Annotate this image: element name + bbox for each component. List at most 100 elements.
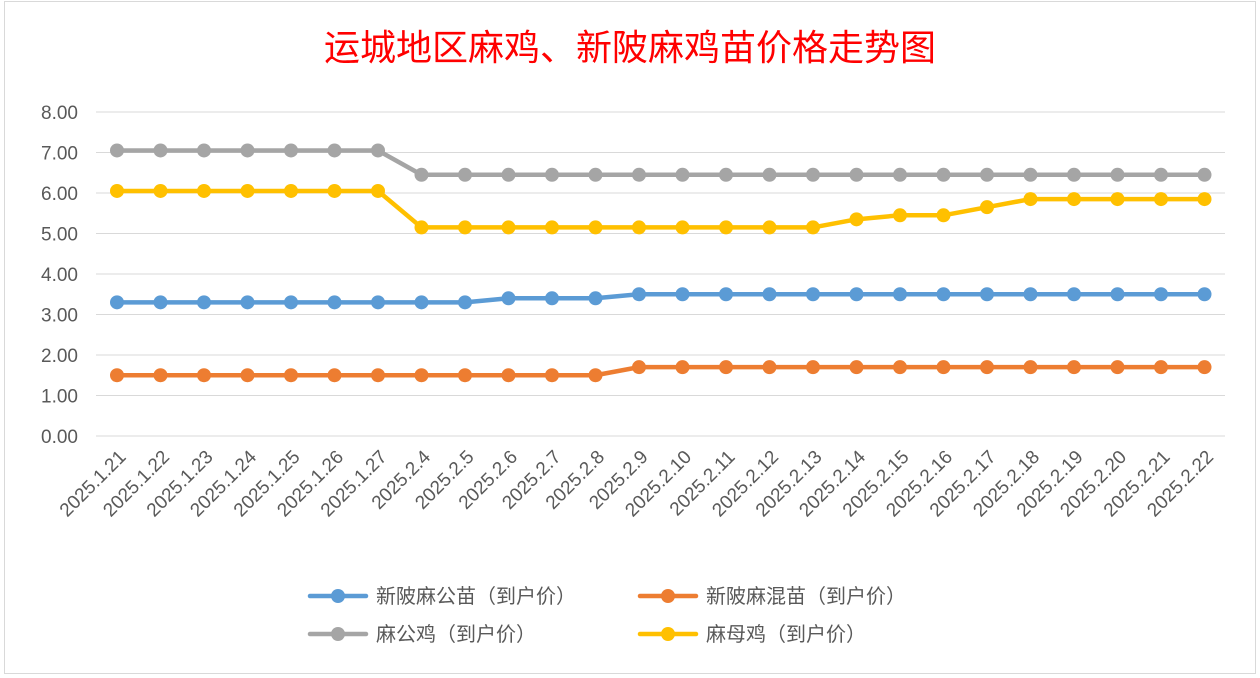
series-1	[110, 287, 1212, 310]
legend-label: 麻公鸡（到户价）	[376, 622, 536, 646]
data-point	[719, 360, 733, 375]
plot-area	[110, 143, 1212, 383]
data-point	[1197, 192, 1212, 207]
data-point	[675, 360, 690, 375]
data-point	[632, 287, 646, 302]
y-axis: 0.00 1.00 2.00 3.00 4.00 5.00 6.00 7.00 8.00	[41, 103, 78, 448]
series-4	[110, 183, 1212, 235]
legend-item: 麻母鸡（到户价）	[637, 622, 866, 646]
data-point	[632, 167, 646, 182]
legend-item: 麻公鸡（到户价）	[307, 622, 536, 646]
data-point	[936, 208, 951, 223]
data-point	[197, 368, 211, 383]
data-point	[501, 220, 516, 235]
legend-marker	[661, 627, 675, 641]
data-point	[284, 143, 298, 158]
data-point	[197, 143, 211, 158]
data-point	[371, 295, 385, 310]
data-point	[110, 368, 124, 383]
data-point	[980, 360, 994, 375]
data-point	[458, 167, 472, 182]
data-point	[1023, 360, 1038, 375]
data-point	[1067, 167, 1081, 182]
series-line	[114, 188, 1207, 230]
data-point	[501, 167, 516, 182]
data-point	[545, 220, 559, 235]
data-point	[501, 368, 516, 383]
data-point	[936, 287, 951, 302]
data-point	[762, 287, 777, 302]
legend-item: 新陂麻公苗（到户价）	[307, 584, 576, 608]
data-point	[675, 220, 690, 235]
data-point	[1110, 287, 1125, 302]
data-point	[327, 295, 342, 310]
data-point	[1110, 167, 1125, 182]
y-tick-label: 3.00	[41, 306, 78, 327]
data-point	[632, 220, 646, 235]
data-point	[980, 287, 994, 302]
legend-marker	[661, 589, 675, 603]
data-point	[588, 368, 603, 383]
data-point	[414, 167, 429, 182]
data-point	[1197, 360, 1212, 375]
data-point	[719, 167, 733, 182]
data-point	[110, 295, 124, 310]
data-point	[980, 167, 994, 182]
data-point	[1197, 167, 1212, 182]
data-point	[588, 167, 603, 182]
data-point	[414, 368, 429, 383]
data-point	[240, 295, 255, 310]
y-tick-label: 6.00	[41, 184, 78, 205]
data-point	[806, 220, 820, 235]
data-point	[153, 183, 168, 198]
data-point	[458, 368, 472, 383]
data-point	[1110, 360, 1125, 375]
series-2	[110, 360, 1212, 383]
data-point	[1110, 192, 1125, 207]
data-point	[762, 167, 777, 182]
y-tick-label: 4.00	[41, 265, 78, 286]
data-point	[893, 208, 907, 223]
y-tick-label: 0.00	[41, 427, 78, 448]
data-point	[1067, 192, 1081, 207]
data-point	[588, 291, 603, 306]
data-point	[371, 368, 385, 383]
data-point	[893, 167, 907, 182]
data-point	[1154, 192, 1168, 207]
data-point	[284, 295, 298, 310]
data-point	[762, 360, 777, 375]
data-point	[1154, 287, 1168, 302]
data-point	[588, 220, 603, 235]
legend-item: 新陂麻混苗（到户价）	[637, 584, 906, 608]
data-point	[371, 143, 385, 158]
data-point	[1023, 192, 1038, 207]
data-point	[414, 295, 429, 310]
data-point	[501, 291, 516, 306]
data-point	[240, 183, 255, 198]
data-point	[806, 360, 820, 375]
legend-label: 新陂麻混苗（到户价）	[706, 584, 906, 608]
data-point	[240, 143, 255, 158]
data-point	[458, 295, 472, 310]
data-point	[197, 183, 211, 198]
legend-marker	[331, 627, 345, 641]
data-point	[632, 360, 646, 375]
data-point	[675, 167, 690, 182]
data-point	[762, 220, 777, 235]
chart-title: 运城地区麻鸡、新陂麻鸡苗价格走势图	[324, 28, 936, 69]
data-point	[806, 167, 820, 182]
y-tick-label: 7.00	[41, 144, 78, 165]
data-point	[1023, 167, 1038, 182]
data-point	[153, 295, 168, 310]
data-point	[1154, 360, 1168, 375]
data-point	[327, 143, 342, 158]
data-point	[153, 368, 168, 383]
y-tick-label: 2.00	[41, 346, 78, 367]
data-point	[545, 291, 559, 306]
data-point	[849, 360, 864, 375]
data-point	[980, 200, 994, 215]
data-point	[327, 183, 342, 198]
data-point	[153, 143, 168, 158]
series-line	[114, 364, 1207, 378]
